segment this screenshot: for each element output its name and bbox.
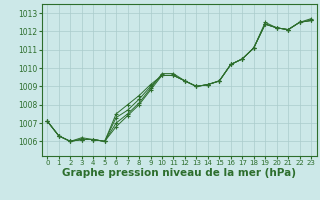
X-axis label: Graphe pression niveau de la mer (hPa): Graphe pression niveau de la mer (hPa) bbox=[62, 168, 296, 178]
